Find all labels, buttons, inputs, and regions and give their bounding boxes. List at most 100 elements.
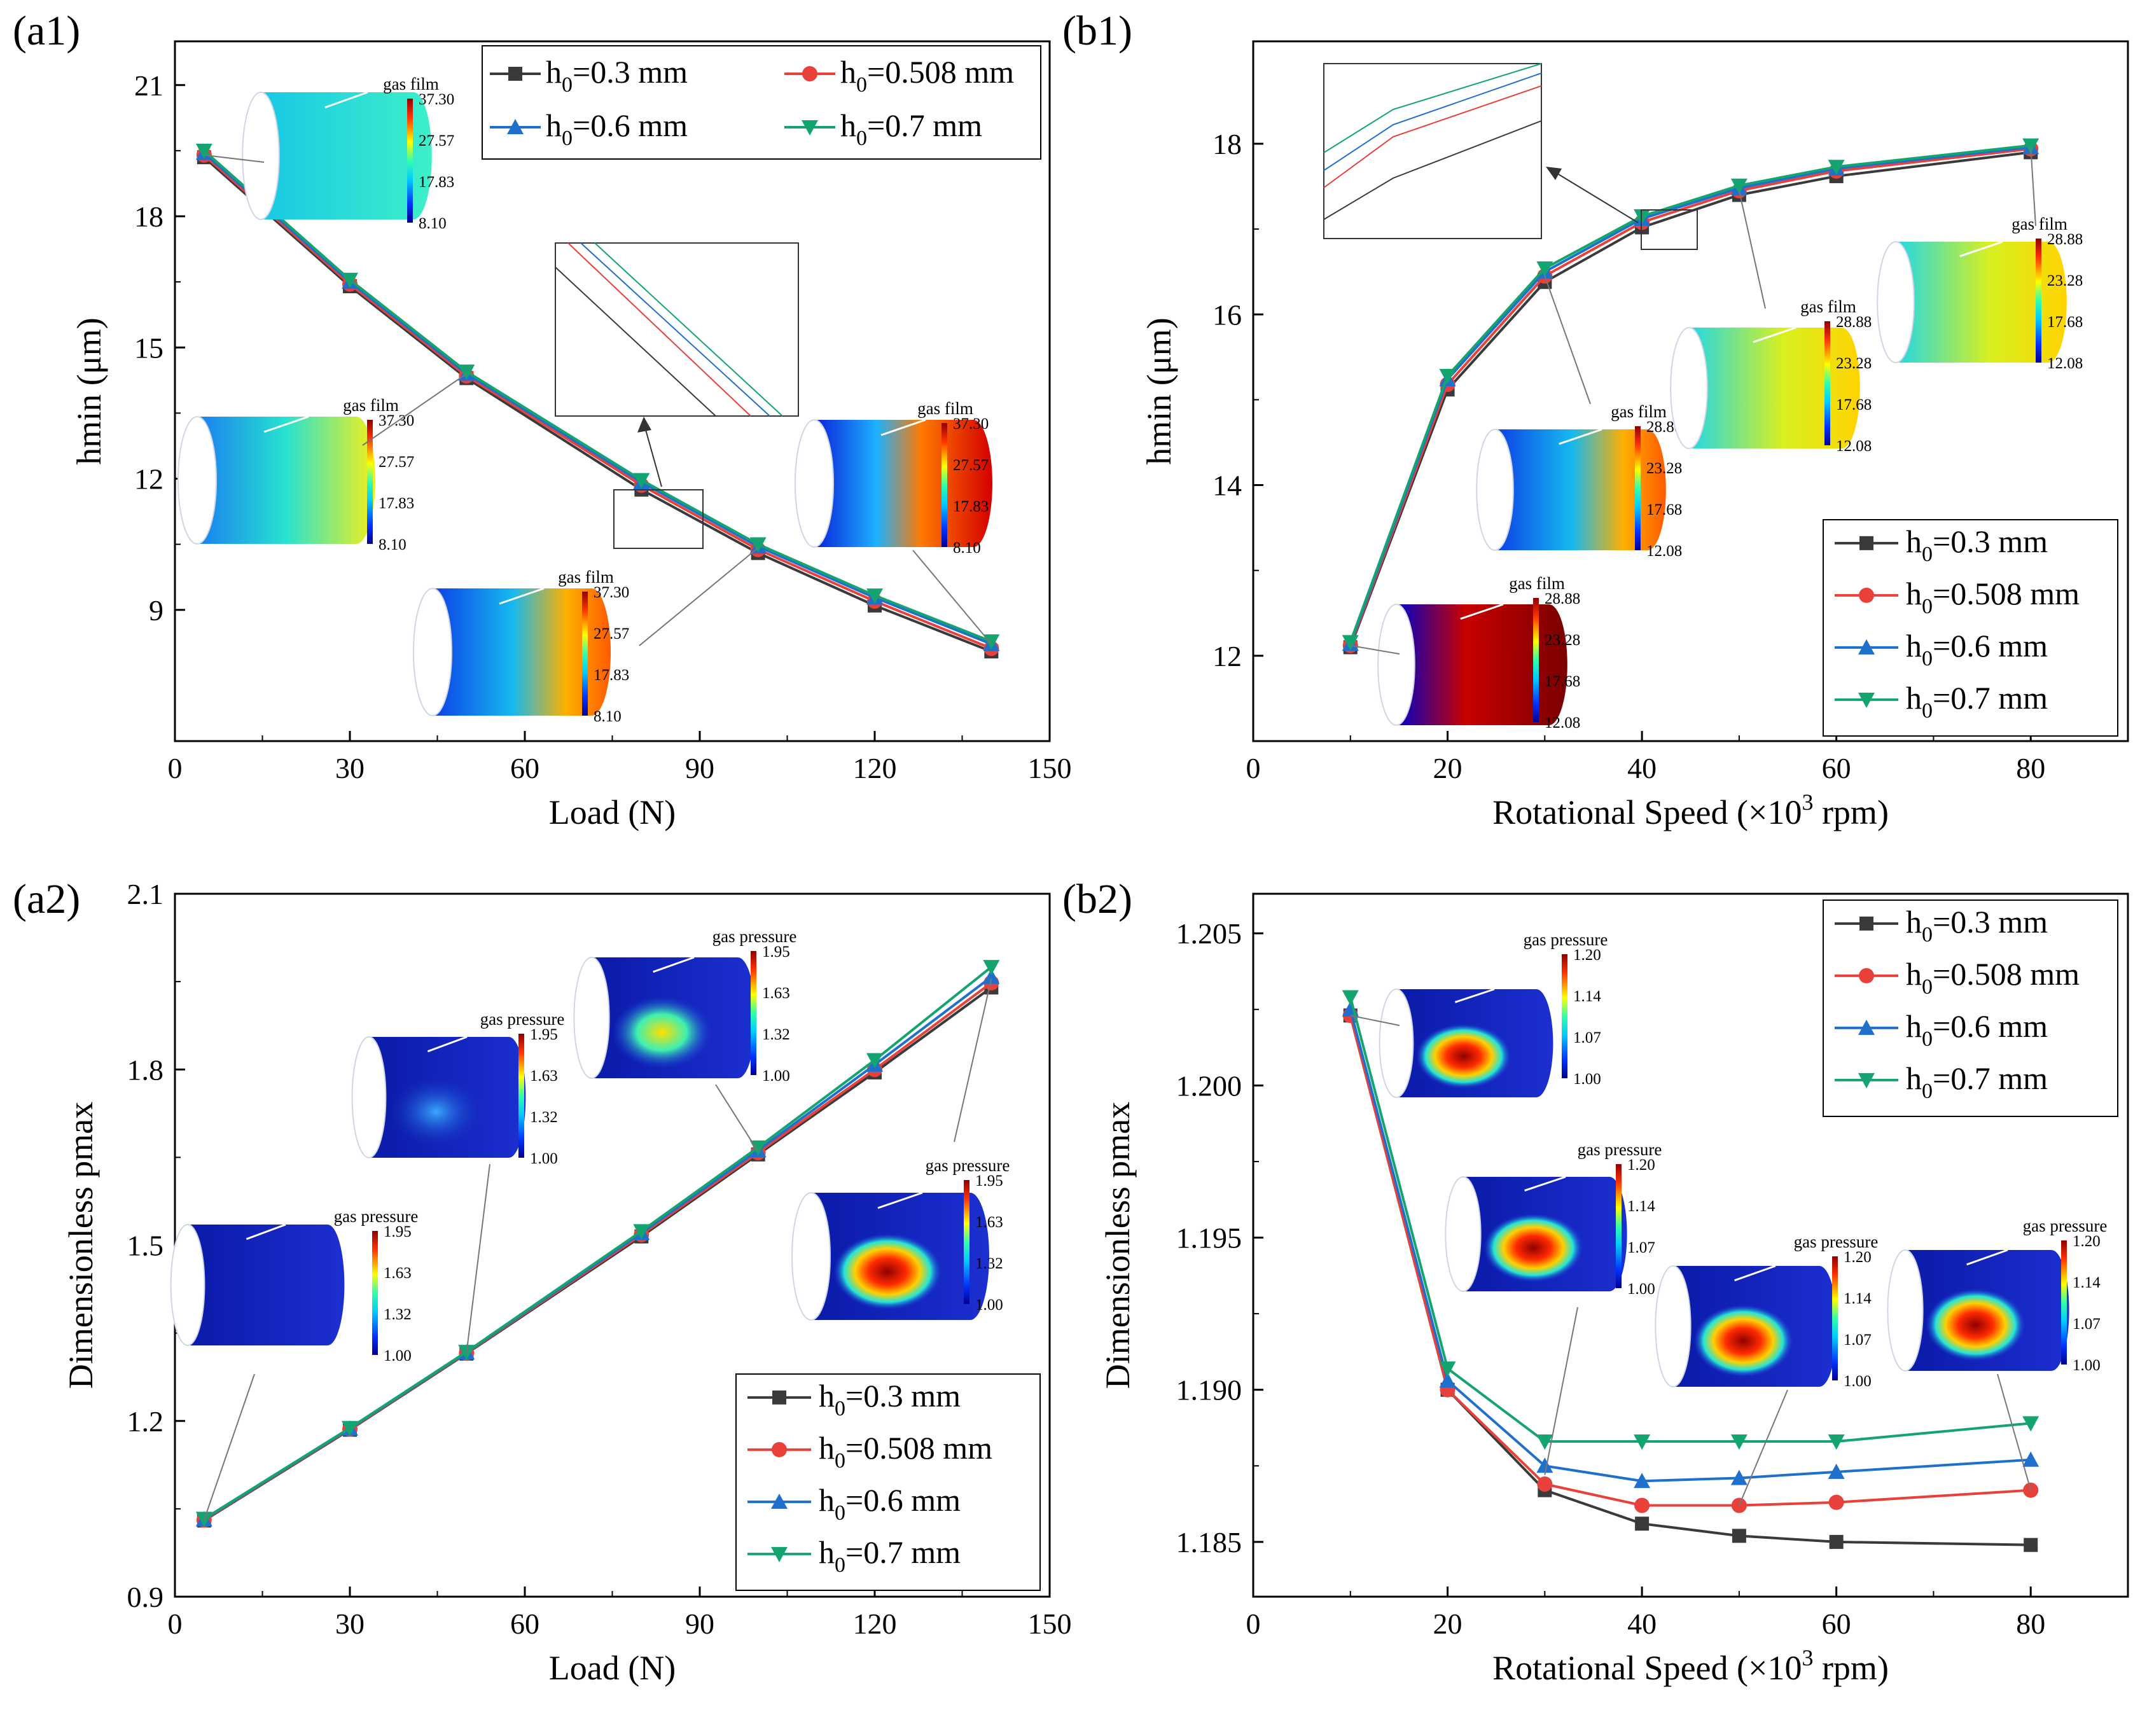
colorbar-tick: 17.68 xyxy=(2047,314,2083,331)
legend-label: h0=0.7 mm xyxy=(840,108,982,150)
axes: 0 20 40 60 80 1.185 1.190 1.195 1.200 1.205 xyxy=(1176,917,2046,1640)
data-point xyxy=(1732,1529,1746,1543)
cylinder-bore xyxy=(573,957,610,1079)
x-tick-label: 20 xyxy=(1433,752,1463,784)
data-point xyxy=(195,143,212,159)
y-axis-label: hmin (μm) xyxy=(70,317,108,464)
y-tick-label: 0.9 xyxy=(127,1581,164,1613)
data-point xyxy=(1634,1473,1651,1489)
colorbar-tick: 1.63 xyxy=(384,1265,412,1282)
data-point xyxy=(1439,368,1456,384)
colorbar-tick: 1.20 xyxy=(1627,1156,1655,1174)
x-axis-label: Rotational Speed (×103 rpm) xyxy=(1492,1645,1889,1687)
legend-box xyxy=(482,45,1041,160)
data-point xyxy=(1730,1469,1747,1485)
cylinder-seam xyxy=(1559,428,1602,445)
colorbar-tick: 1.07 xyxy=(2073,1316,2101,1333)
leader-line xyxy=(1738,190,1766,309)
leader-line xyxy=(639,547,759,646)
data-point xyxy=(1439,1372,1456,1388)
colorbar-tick: 1.95 xyxy=(975,1172,1003,1190)
gas-pressure-inset xyxy=(170,1223,345,1346)
colorbar-tick: 37.30 xyxy=(594,584,629,601)
zoom-frame xyxy=(1323,63,1542,239)
colorbar-tick: 27.57 xyxy=(419,132,454,149)
chart-panel-b1: 0 20 40 60 80 12 14 16 18 Rotational Speed (×103 … xyxy=(1062,8,2129,831)
legend: h0=0.3 mm h0=0.508 mm h0=0.6 mm h0=0.7 mm xyxy=(735,1373,1041,1591)
y-tick-label: 21 xyxy=(134,69,163,102)
chart-panel-a2: 0 30 60 90 120 150 0.9 1.2 1.5 1.8 2.1 Load (N) Dime… xyxy=(13,876,1072,1687)
legend-marker xyxy=(1859,916,1873,931)
colorbar-tick: 1.63 xyxy=(975,1214,1003,1231)
colorbar-tick: 1.95 xyxy=(762,943,790,961)
data-point xyxy=(1537,1476,1553,1492)
zoom-frame xyxy=(555,242,799,417)
colorbar-tick: 1.95 xyxy=(530,1026,558,1043)
y-tick-label: 16 xyxy=(1212,298,1242,331)
leader-line xyxy=(203,1373,255,1520)
cylinder-seam xyxy=(263,415,309,433)
legend: h0=0.3 mm h0=0.508 mm h0=0.6 mm h0=0.7 mm xyxy=(482,45,1041,160)
data-point xyxy=(2022,1416,2039,1432)
x-tick-label: 80 xyxy=(2016,1608,2045,1640)
data-point xyxy=(633,1224,650,1240)
colorbar-tick: 1.00 xyxy=(1573,1071,1601,1088)
colorbar-tick: 1.32 xyxy=(762,1026,790,1043)
y-tick-label: 12 xyxy=(134,463,163,496)
cylinder-seam xyxy=(877,1191,923,1209)
colorbar-tick: 23.28 xyxy=(1836,355,1872,372)
x-tick-label: 60 xyxy=(1822,752,1851,784)
colorbar-tick: 17.68 xyxy=(1545,673,1580,690)
leader-line xyxy=(715,1084,759,1152)
cylinder-seam xyxy=(880,419,926,436)
y-tick-label: 18 xyxy=(134,200,163,233)
zoom-inset xyxy=(1323,63,1542,239)
y-tick-label: 1.2 xyxy=(127,1405,164,1438)
y-tick-label: 9 xyxy=(149,594,163,627)
series-3 xyxy=(1342,138,2039,651)
legend-marker xyxy=(1859,536,1873,550)
data-point xyxy=(983,960,1000,976)
colorbar-gradient xyxy=(1824,321,1830,445)
cylinder-body xyxy=(197,417,375,544)
gas-film-inset xyxy=(795,419,992,548)
legend-marker xyxy=(507,119,524,134)
x-tick-label: 0 xyxy=(1246,752,1261,784)
zoom-inset xyxy=(555,242,799,417)
pressure-spot xyxy=(388,1075,484,1148)
colorbar-gradient xyxy=(1832,1256,1838,1380)
colorbar-tick: 1.32 xyxy=(975,1255,1003,1272)
colorbar-title: gas film xyxy=(1611,402,1667,421)
colorbar-gradient xyxy=(372,1231,378,1355)
legend-marker xyxy=(771,1546,788,1562)
colorbar-title: gas pressure xyxy=(1524,930,1608,949)
colorbar-tick: 27.57 xyxy=(379,454,414,471)
colorbar-tick: 17.83 xyxy=(594,667,629,684)
colorbar-tick: 8.10 xyxy=(953,539,981,557)
cylinder-seam xyxy=(1734,1265,1776,1282)
gas-pressure-inset xyxy=(573,956,756,1079)
colorbar-title: gas film xyxy=(1509,574,1565,593)
legend-label: h0=0.3 mm xyxy=(546,54,688,97)
cylinder-seam xyxy=(653,956,695,973)
series-3 xyxy=(195,143,1000,650)
colorbar-tick: 1.63 xyxy=(762,985,790,1002)
colorbar-tick: 1.07 xyxy=(1627,1239,1655,1256)
cylinder-body xyxy=(1689,328,1860,448)
colorbar-tick: 17.83 xyxy=(419,174,454,191)
legend-label: h0=0.508 mm xyxy=(1906,576,2080,618)
colorbar-tick: 17.83 xyxy=(953,498,989,515)
cylinder-body xyxy=(1495,429,1666,550)
y-tick-label: 18 xyxy=(1212,128,1242,160)
colorbar-tick: 1.14 xyxy=(2073,1274,2101,1291)
legend-marker xyxy=(772,1441,787,1457)
x-tick-label: 60 xyxy=(1822,1608,1851,1640)
cylinder-bore xyxy=(1655,1265,1692,1387)
colorbar-title: gas pressure xyxy=(2023,1216,2108,1235)
colorbar-title: gas pressure xyxy=(926,1156,1010,1175)
y-tick-label: 1.185 xyxy=(1176,1526,1242,1559)
